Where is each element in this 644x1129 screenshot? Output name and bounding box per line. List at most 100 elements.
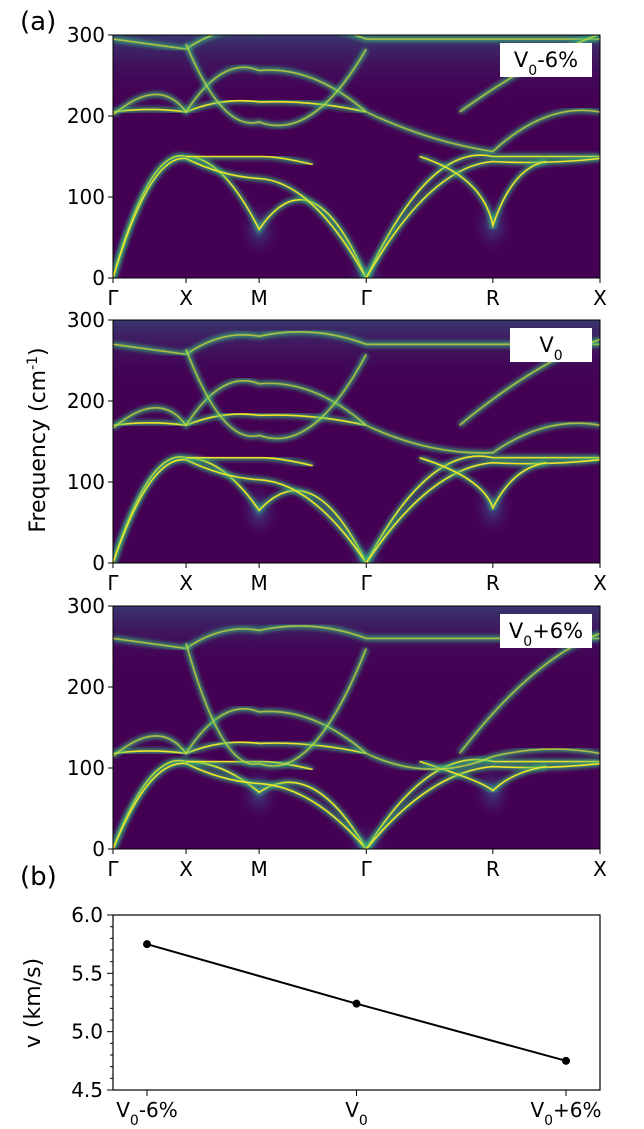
kpoint-label: X (179, 857, 193, 881)
band-line-5 (365, 157, 600, 278)
band-line-6 (419, 760, 547, 792)
category-label-2: V0 (345, 1098, 368, 1129)
band-line-9 (113, 708, 367, 758)
panel-b-label: (b) (20, 862, 57, 892)
panel-frame (112, 319, 601, 564)
velocity-tick-label: 5.5 (71, 961, 103, 985)
dispersion-legend-1: V0-6% (500, 43, 592, 79)
frequency-axis-label: Frequency (cm-1) (25, 347, 51, 532)
panel-a-label: (a) (20, 7, 56, 37)
band-line-11 (185, 643, 367, 767)
dispersion-legend-1-base: V (514, 48, 529, 72)
frequency-axis-label-main: Frequency (cm (26, 370, 51, 533)
band-line-10 (113, 35, 600, 50)
band-line-6 (419, 155, 547, 229)
velocity-tick-label: 6.0 (71, 903, 103, 927)
velocity-point-2 (352, 999, 361, 1008)
band-line-2 (113, 157, 367, 278)
velocity-chart: 4.5 5.0 5.5 6.0 v (km/s) V0-6% V0 V0+6% (21, 903, 602, 1129)
velocity-tick-label: 4.5 (71, 1078, 103, 1102)
band-line-11 (185, 349, 367, 440)
band-line-2 (113, 762, 367, 849)
panel-frame (112, 34, 601, 279)
panel-frame (112, 605, 601, 850)
kpoint-label: R (486, 571, 500, 595)
freq-tick-label: 300 (67, 23, 105, 47)
band-line-8 (365, 422, 600, 454)
kpoint-label: X (179, 571, 193, 595)
frequency-axis-label-exp: -1 (25, 356, 41, 370)
band-line-3 (186, 155, 313, 166)
frequency-axis-label-close: ) (26, 347, 51, 356)
dispersion-legend-1-sub: 0 (528, 63, 537, 79)
kpoint-label: R (486, 857, 500, 881)
freq-tick-label: 0 (92, 551, 105, 575)
dispersion-legend-3-sub: 0 (523, 634, 532, 650)
band-line-7 (113, 99, 367, 113)
kpoint-label: M (250, 571, 267, 595)
band-line-2 (113, 458, 367, 563)
freq-tick-label: 200 (67, 675, 105, 699)
freq-tick-label: 100 (67, 185, 105, 209)
band-line-8 (365, 109, 600, 153)
soft-mode-spot-2 (344, 819, 389, 849)
dispersion-legend-2-text: V0 (539, 333, 562, 364)
band-line-4 (365, 154, 600, 278)
dispersion-legend-2-base: V (539, 333, 554, 357)
kpoint-label: X (593, 857, 607, 881)
band-line-10 (113, 625, 600, 650)
kpoint-label: Γ (107, 286, 119, 310)
freq-tick-label: 100 (67, 470, 105, 494)
kpoint-label: Γ (361, 571, 373, 595)
dispersion-legend-2-sub: 0 (554, 348, 563, 364)
band-line-9 (113, 379, 367, 429)
freq-tick-label: 200 (67, 104, 105, 128)
dispersion-legend-3-text: V0+6% (509, 619, 583, 650)
dispersion-legend-1-suffix: -6% (537, 48, 578, 72)
kpoint-label: M (250, 286, 267, 310)
dispersion-legend-3-base: V (509, 619, 524, 643)
dispersion-legend-3-suffix: +6% (532, 619, 583, 643)
kpoint-label: Γ (361, 286, 373, 310)
band-line-1 (113, 759, 367, 849)
kpoint-label: X (593, 286, 607, 310)
freq-tick-label: 100 (67, 756, 105, 780)
band-line-5 (365, 458, 600, 563)
kpoint-label: M (250, 857, 267, 881)
dispersion-legend-1-text: V0-6% (514, 48, 578, 79)
band-line-4 (365, 455, 600, 563)
velocity-point-3 (562, 1056, 570, 1065)
dispersion-legend-3-box (500, 614, 592, 648)
dispersion-legend-2-box (510, 328, 592, 362)
kpoint-label: Γ (107, 571, 119, 595)
band-line-8 (365, 748, 600, 770)
dispersion-legend-3: V0+6% (500, 614, 592, 650)
velocity-axis-label: v (km/s) (21, 958, 46, 1048)
velocity-point-1 (143, 940, 151, 949)
freq-tick-label: 0 (92, 837, 105, 861)
band-line-5 (365, 762, 600, 849)
category-label-3: V0+6% (530, 1098, 601, 1129)
freq-tick-label: 0 (92, 266, 105, 290)
dispersion-legend-2: V0 (510, 328, 592, 364)
band-line-6 (419, 456, 547, 511)
band-line-7 (113, 741, 367, 755)
velocity-tick-label: 5.0 (71, 1020, 103, 1044)
freq-tick-label: 300 (67, 308, 105, 332)
band-line-11 (185, 43, 367, 127)
kpoint-label: X (593, 571, 607, 595)
band-line-3 (186, 456, 313, 467)
dispersion-legend-1-box (500, 43, 592, 77)
band-line-9 (113, 66, 367, 116)
kpoint-label: Γ (361, 857, 373, 881)
freq-tick-label: 200 (67, 389, 105, 413)
kpoint-label: Γ (107, 857, 119, 881)
kpoint-label: R (486, 286, 500, 310)
band-line-10 (113, 331, 600, 356)
kpoint-label: X (179, 286, 193, 310)
